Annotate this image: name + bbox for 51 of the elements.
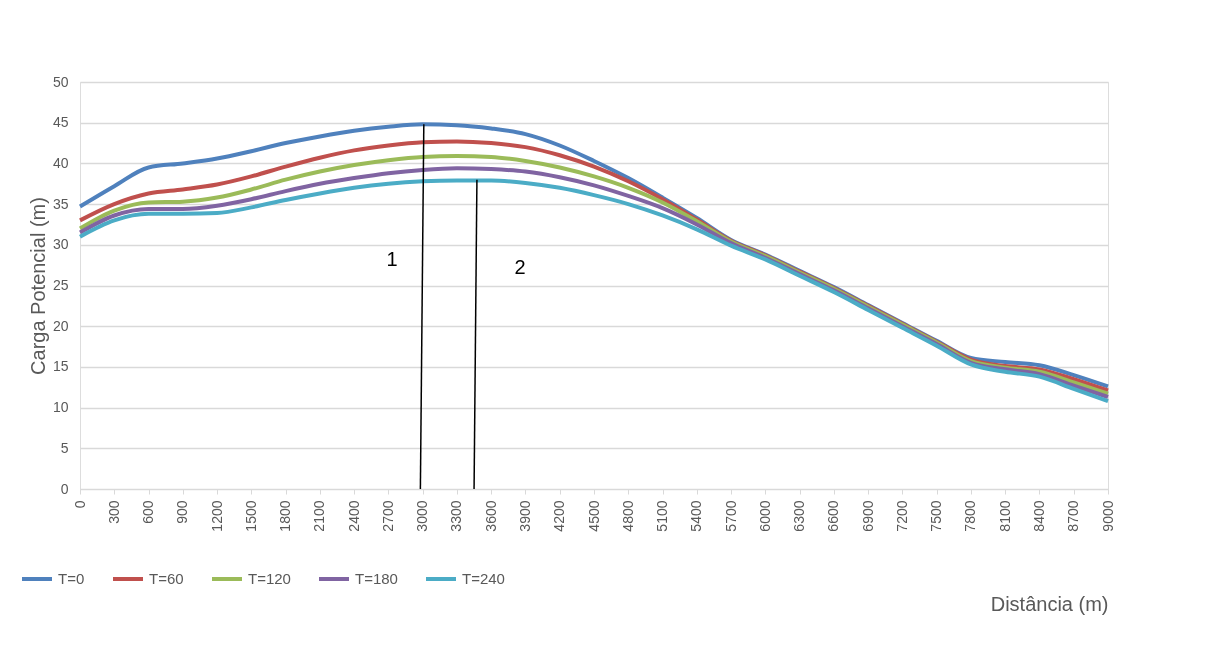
y-tick-label: 15: [52, 358, 69, 375]
x-tick-label: 5700: [722, 500, 739, 532]
y-tick-label: 5: [60, 439, 69, 456]
x-tick-label: 5400: [688, 500, 705, 532]
x-tick-label: 1500: [242, 500, 259, 532]
annotation: 1: [386, 248, 398, 270]
y-tick-label: 0: [60, 480, 69, 497]
x-tick-label: 8100: [996, 500, 1013, 532]
legend-label: T=120: [248, 570, 291, 587]
legend-label: T=0: [58, 570, 85, 587]
x-tick-label: 2100: [311, 500, 328, 532]
x-tick-label: 8400: [1030, 500, 1047, 532]
x-tick-label: 4500: [585, 500, 602, 532]
x-tick-label: 2700: [379, 500, 396, 532]
x-tick-label: 7800: [962, 500, 979, 532]
y-tick-label: 25: [52, 277, 69, 293]
x-tick-label: 300: [105, 500, 122, 524]
annotation: 2: [514, 256, 526, 278]
x-tick-label: 900: [174, 500, 191, 524]
y-tick-label: 50: [52, 73, 69, 90]
y-tick-label: 40: [52, 154, 69, 171]
x-tick-label: 9000: [1099, 500, 1116, 532]
y-tick-label: 10: [52, 399, 69, 416]
x-tick-label: 3600: [482, 500, 499, 532]
x-tick-label: 1800: [277, 500, 294, 532]
x-tick-label: 0: [71, 500, 88, 509]
x-tick-label: 4800: [619, 500, 636, 532]
x-tick-label: 8700: [1065, 500, 1082, 532]
x-tick-label: 1200: [208, 500, 225, 532]
x-tick-label: 4200: [551, 500, 568, 532]
x-tick-label: 2400: [345, 500, 362, 532]
x-tick-label: 7500: [928, 500, 945, 532]
legend-label: T=180: [355, 570, 398, 587]
x-tick-label: 3900: [516, 500, 533, 532]
x-tick-label: 5100: [654, 500, 671, 532]
y-tick-label: 20: [52, 317, 69, 334]
legend-label: T=60: [149, 570, 184, 587]
x-tick-label: 6300: [791, 500, 808, 532]
x-tick-label: 3000: [414, 500, 431, 532]
x-tick-label: 6000: [756, 500, 773, 532]
x-tick-label: 3300: [448, 500, 465, 532]
x-tick-label: 6900: [859, 500, 876, 532]
y-tick-label: 30: [52, 236, 69, 253]
legend-label: T=240: [462, 570, 505, 587]
x-axis-title: Distância (m): [990, 592, 1109, 615]
x-tick-label: 6600: [825, 500, 842, 532]
x-tick-label: 7200: [893, 500, 910, 532]
x-tick-label: 600: [140, 500, 157, 524]
y-axis-title: Carga Potencial (m): [26, 197, 49, 375]
y-tick-label: 35: [52, 195, 69, 212]
y-tick-label: 45: [52, 114, 69, 131]
